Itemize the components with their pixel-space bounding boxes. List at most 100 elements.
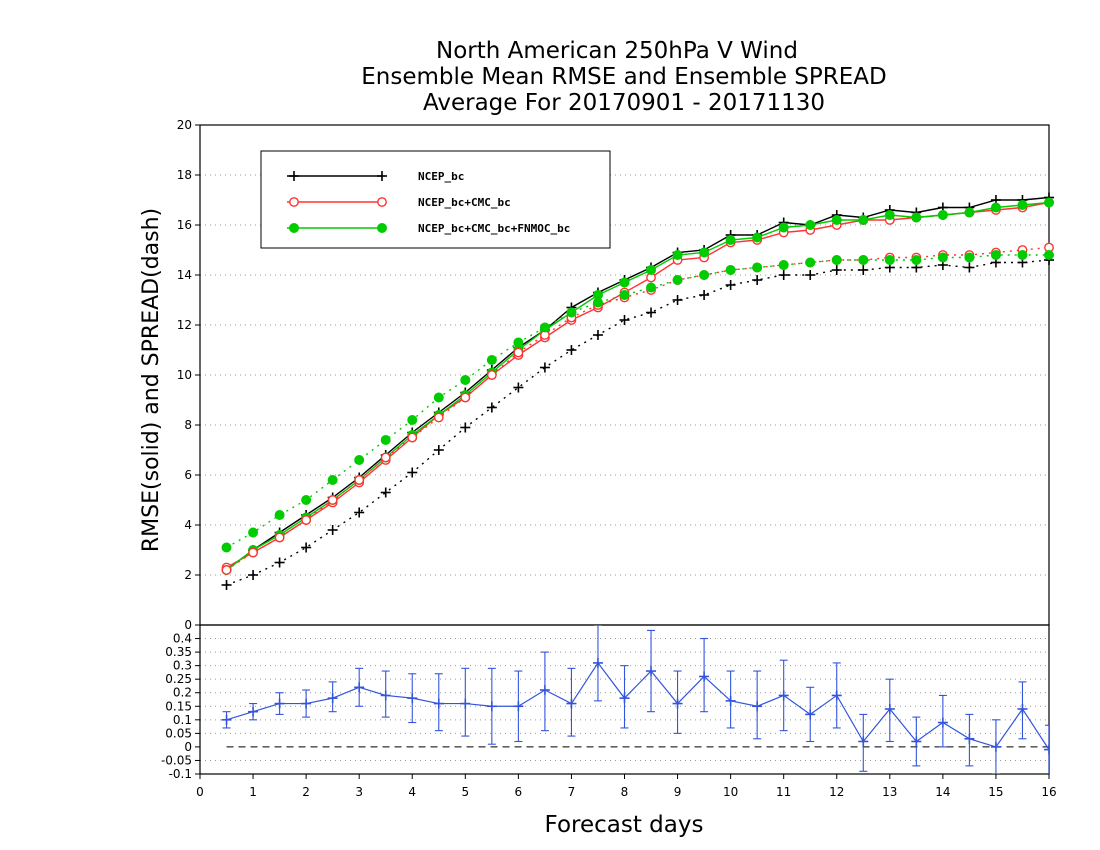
series-2-point-22 xyxy=(805,220,816,230)
series-2-point-27 xyxy=(937,210,948,220)
series-line-4 xyxy=(226,246,1050,571)
x-tick-label: 1 xyxy=(249,785,257,799)
series-2-point-29 xyxy=(990,202,1001,213)
diff-point-25 xyxy=(884,703,895,714)
series-3-point-0 xyxy=(221,580,232,590)
series-4-point-10 xyxy=(486,370,497,380)
series-3-point-2 xyxy=(274,557,285,568)
series-2-point-20 xyxy=(752,232,763,243)
series-3-point-28 xyxy=(964,262,975,273)
main-y-tick-label: 10 xyxy=(177,368,192,382)
diff-y-tick-label: 0 xyxy=(184,740,192,754)
chart-title: North American 250hPa V Wind xyxy=(436,38,798,64)
legend: NCEP_bc NCEP_bc+CMC_bc NCEP_bc+CMC_bc+FNMO… xyxy=(260,150,611,249)
series-5-point-9 xyxy=(460,375,471,385)
series-3-point-9 xyxy=(460,422,471,433)
x-axis-label: Forecast days xyxy=(545,812,704,838)
diff-y-tick-label: 0.05 xyxy=(165,726,192,740)
series-2-point-30 xyxy=(1017,200,1028,210)
diff-series-group xyxy=(221,625,1049,774)
series-3-point-1 xyxy=(248,570,259,580)
series-5-point-14 xyxy=(592,297,603,308)
series-5-point-4 xyxy=(327,475,338,485)
diff-point-10 xyxy=(486,701,497,712)
diff-y-tick-label: 0.3 xyxy=(173,659,192,673)
series-3-point-3 xyxy=(301,542,312,553)
series-3-point-13 xyxy=(566,345,577,355)
series-3-point-24 xyxy=(858,265,869,275)
diff-point-30 xyxy=(1017,703,1028,714)
series-5-point-29 xyxy=(990,250,1001,260)
series-4-point-4 xyxy=(327,495,338,505)
series-3-point-7 xyxy=(407,467,418,478)
series-2-point-24 xyxy=(858,215,869,225)
series-2-point-19 xyxy=(725,235,736,245)
diff-point-2 xyxy=(274,698,285,709)
diff-point-18 xyxy=(699,671,710,682)
diff-y-tick-label: 0.15 xyxy=(165,699,192,713)
main-y-tick-label: 4 xyxy=(184,518,192,532)
series-line-5 xyxy=(226,254,1049,549)
x-tick-label: 11 xyxy=(776,785,791,799)
series-2-point-28 xyxy=(964,207,975,218)
series-4-point-3 xyxy=(301,515,312,525)
series-4-point-2 xyxy=(274,532,285,543)
series-5-point-25 xyxy=(884,255,895,265)
series-4-point-11 xyxy=(513,347,524,358)
x-tick-label: 9 xyxy=(674,785,682,799)
series-5-point-8 xyxy=(433,392,444,403)
series-3-point-10 xyxy=(486,402,497,413)
diff-top-label: 0 xyxy=(184,618,192,632)
legend-entry-1: NCEP_bc+CMC_bc xyxy=(418,196,511,209)
series-2-point-31 xyxy=(1044,197,1054,208)
main-y-tick-label: 8 xyxy=(184,418,192,432)
series-5-point-30 xyxy=(1017,250,1028,260)
diff-point-9 xyxy=(460,698,471,709)
x-tick-label: 15 xyxy=(988,785,1003,799)
diff-point-20 xyxy=(752,701,763,712)
series-5-point-7 xyxy=(407,415,418,425)
series-5-point-28 xyxy=(964,252,975,263)
series-5-point-17 xyxy=(672,275,683,285)
x-tick-label: 8 xyxy=(621,785,629,799)
series-3-point-8 xyxy=(433,445,444,455)
series-4-point-9 xyxy=(460,392,471,403)
series-5-point-20 xyxy=(752,262,763,273)
series-2-point-25 xyxy=(884,210,895,220)
diff-point-24 xyxy=(858,736,869,747)
x-tick-label: 6 xyxy=(515,785,523,799)
diff-y-tick-label: 0.1 xyxy=(173,713,192,727)
series-5-point-26 xyxy=(911,255,922,265)
series-5-point-3 xyxy=(301,495,312,505)
series-5-point-23 xyxy=(831,255,842,265)
diff-point-12 xyxy=(539,685,550,696)
diff-point-29 xyxy=(990,741,1001,752)
series-4-point-7 xyxy=(407,432,418,443)
legend-marker-right-0 xyxy=(377,171,387,181)
series-4-point-6 xyxy=(380,452,391,463)
legend-box xyxy=(260,150,611,249)
main-y-tick-label: 16 xyxy=(177,218,192,232)
series-5-point-2 xyxy=(274,510,285,520)
diff-line xyxy=(226,661,1049,750)
diff-y-tick-label: -0.1 xyxy=(169,767,192,781)
series-3-point-22 xyxy=(805,270,816,280)
main-y-tick-label: 12 xyxy=(177,318,192,332)
series-5-point-21 xyxy=(778,260,789,270)
diff-point-19 xyxy=(725,695,736,706)
series-5-point-15 xyxy=(619,290,630,300)
diff-point-22 xyxy=(805,709,816,720)
series-5-point-6 xyxy=(380,435,391,445)
series-2-point-18 xyxy=(699,247,710,258)
series-line-1 xyxy=(226,201,1050,569)
series-2-point-23 xyxy=(831,215,842,225)
series-5-point-27 xyxy=(937,252,948,263)
series-4-point-5 xyxy=(354,475,365,485)
x-tick-label: 3 xyxy=(355,785,363,799)
series-4-point-1 xyxy=(248,547,258,558)
diff-point-16 xyxy=(646,666,657,677)
diff-point-11 xyxy=(513,701,524,712)
diff-y-tick-label: -0.05 xyxy=(161,753,192,767)
series-5-point-24 xyxy=(858,255,869,265)
diff-point-4 xyxy=(327,693,338,704)
